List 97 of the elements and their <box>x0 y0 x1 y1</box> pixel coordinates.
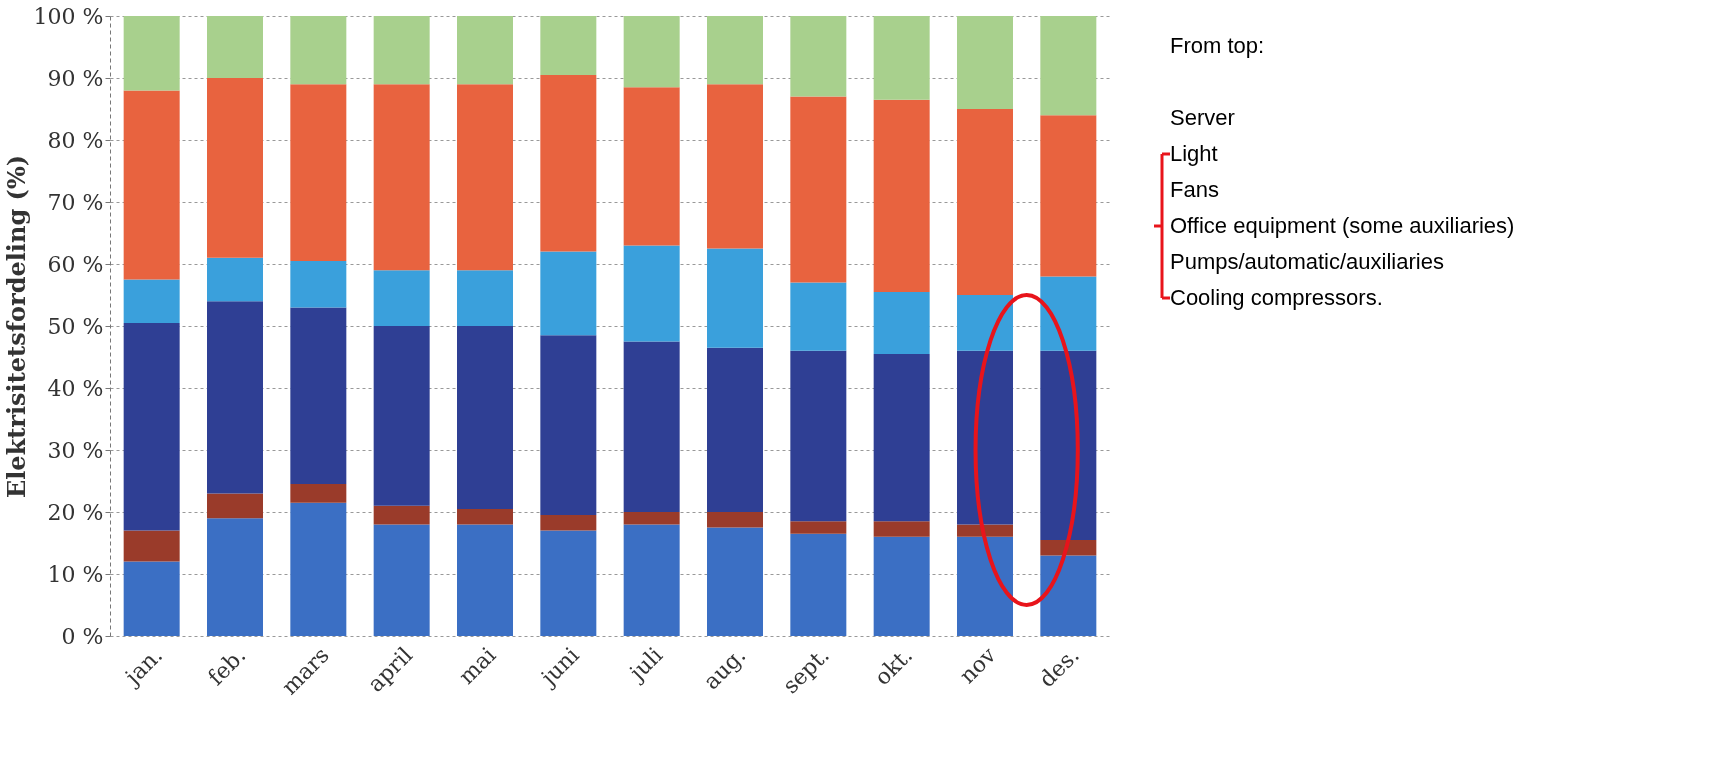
bar <box>373 16 430 85</box>
bar <box>957 295 1013 351</box>
bar <box>290 260 347 308</box>
bar <box>957 536 1013 636</box>
bar <box>207 78 263 258</box>
bar <box>540 74 597 252</box>
bar <box>873 16 930 100</box>
text: Fans <box>1170 177 1219 202</box>
bar <box>707 347 763 512</box>
y-tick-label: 10 % <box>47 561 104 587</box>
bar <box>373 84 430 271</box>
bar <box>123 16 180 91</box>
y-tick-label: 60 % <box>47 251 104 277</box>
bar <box>207 16 263 78</box>
bar <box>540 335 597 516</box>
bar <box>540 515 597 531</box>
bar <box>207 257 263 302</box>
bar <box>873 291 930 354</box>
y-axis-title: Elektrisitetsfordeling (%) <box>1 154 31 499</box>
bar <box>873 353 930 522</box>
bar <box>290 484 347 503</box>
bar <box>790 282 847 351</box>
bar <box>957 16 1013 109</box>
bar <box>123 530 180 562</box>
bar <box>623 512 680 525</box>
bar <box>707 512 763 528</box>
bar <box>957 524 1013 537</box>
bar <box>290 502 347 636</box>
y-tick-label: 90 % <box>47 65 104 91</box>
x-tick-label: jan. <box>118 642 168 692</box>
bar <box>1040 539 1097 556</box>
x-tick-label: nov <box>954 641 1001 689</box>
bar <box>623 16 680 88</box>
bar <box>1040 16 1097 116</box>
bar <box>207 493 263 519</box>
bar <box>207 518 263 636</box>
bar <box>540 251 597 336</box>
bar <box>957 109 1013 295</box>
bar <box>957 350 1013 525</box>
bar <box>373 524 430 636</box>
bar <box>1040 115 1097 277</box>
text: Light <box>1170 141 1218 166</box>
bar <box>707 84 763 249</box>
bar <box>1040 350 1097 540</box>
bar <box>123 322 180 531</box>
text: Office equipment (some auxiliaries) <box>1170 213 1515 238</box>
bar <box>873 99 930 292</box>
bar <box>373 270 430 326</box>
bar <box>373 505 430 525</box>
bar <box>373 326 430 506</box>
y-tick-label: 80 % <box>47 127 104 153</box>
y-tick-label: 70 % <box>47 189 104 215</box>
bar <box>623 87 680 246</box>
bar <box>457 270 513 326</box>
bar <box>290 84 347 261</box>
bar <box>290 16 347 85</box>
bar <box>790 96 847 283</box>
bar <box>790 350 847 522</box>
bar <box>457 84 513 271</box>
bar <box>123 561 180 636</box>
bar <box>623 341 680 512</box>
y-tick-label: 40 % <box>47 375 104 401</box>
x-tick-label: feb. <box>203 642 251 690</box>
bar <box>707 16 763 85</box>
bar <box>540 530 597 636</box>
x-tick-label: aug. <box>698 642 751 695</box>
bar <box>540 16 597 75</box>
text: Cooling compressors. <box>1170 285 1383 310</box>
bar <box>123 90 180 280</box>
bar <box>707 248 763 348</box>
bar <box>457 508 513 525</box>
bar <box>790 533 847 636</box>
text: From top: <box>1170 33 1265 58</box>
y-tick-label: 100 % <box>33 3 104 29</box>
y-tick-label: 30 % <box>47 437 104 463</box>
bar <box>790 16 847 97</box>
bar <box>873 536 930 636</box>
bar <box>123 279 180 323</box>
bar <box>457 16 513 85</box>
bar <box>707 527 763 636</box>
bar <box>623 245 680 342</box>
x-tick-label: okt. <box>869 642 918 691</box>
bar <box>1040 276 1097 351</box>
text: Server <box>1170 105 1235 130</box>
bar <box>790 521 847 534</box>
bar <box>873 521 930 537</box>
text: Pumps/automatic/auxiliaries <box>1170 249 1444 274</box>
bar <box>207 301 263 494</box>
bar <box>290 307 347 485</box>
bar <box>457 524 513 636</box>
y-tick-label: 0 % <box>61 623 104 649</box>
bar <box>1040 555 1097 636</box>
x-tick-label: des. <box>1034 642 1084 693</box>
bar <box>457 326 513 509</box>
bar <box>623 524 680 636</box>
y-tick-label: 50 % <box>47 313 104 339</box>
y-tick-label: 20 % <box>47 499 104 525</box>
